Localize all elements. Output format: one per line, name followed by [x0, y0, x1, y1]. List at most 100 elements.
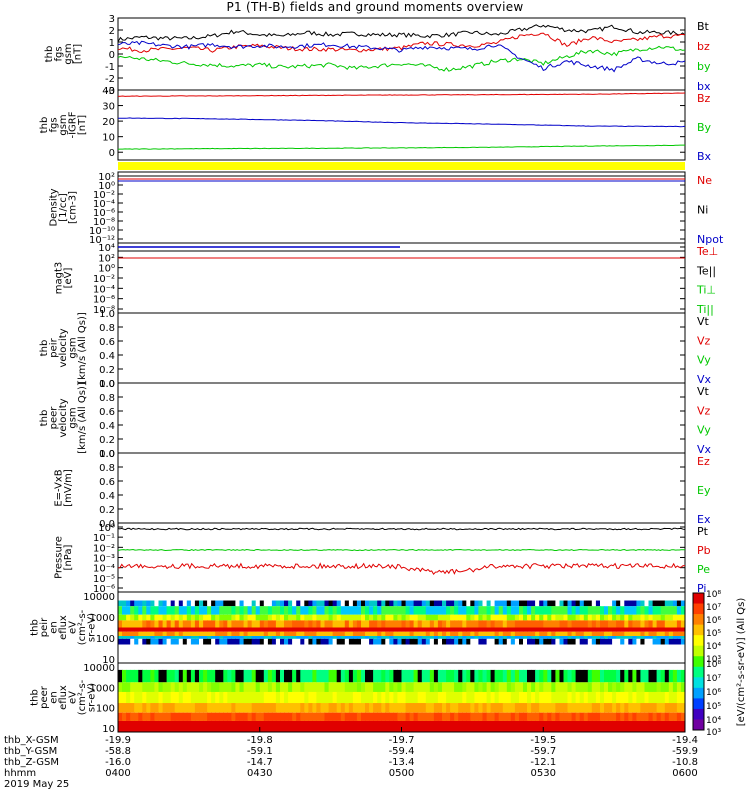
spectrogram-peer-cell [308, 712, 313, 721]
spectrogram-peer-cell [332, 691, 338, 704]
spectrogram-peir-cell [158, 644, 164, 663]
spectrogram-peir-cell [320, 638, 326, 645]
spectrogram-peir-cell [429, 600, 435, 607]
spectrogram-peir-cell [373, 636, 378, 639]
spectrogram-peir-cell [425, 592, 431, 601]
spectrogram-peir-cell [308, 620, 313, 628]
spectrogram-peir-cell [219, 620, 224, 628]
spectrogram-peir-cell [312, 592, 317, 601]
spectrogram-peer-cell [604, 720, 609, 732]
spectrogram-peir-cell [652, 606, 658, 615]
spectrogram-peir-cell [429, 638, 435, 645]
spectrogram-peir-cell [539, 638, 544, 645]
spectrogram-peir-cell [393, 627, 398, 632]
spectrogram-peir-cell [587, 600, 593, 607]
spectrogram-peir-cell [316, 638, 321, 645]
y-tick-label-efield: 0.0 [99, 519, 115, 530]
spectrogram-peir-cell [462, 627, 467, 632]
spectrogram-peir-cell [166, 600, 172, 607]
spectrogram-peir-cell [340, 600, 346, 607]
spectrogram-peir-cell [288, 620, 293, 628]
spectrogram-peir-cell [668, 644, 674, 663]
spectrogram-peir-cell [531, 620, 536, 628]
spectrogram-peer-cell [381, 712, 386, 721]
spectrogram-peir-cell [450, 636, 455, 639]
spectrogram-peir-cell [142, 606, 147, 615]
spectrogram-peir-cell [531, 600, 536, 607]
spectrogram-peir-cell [186, 606, 192, 615]
spectrogram-peir-cell [672, 592, 678, 601]
spectrogram-peer-cell [458, 663, 463, 670]
spectrogram-peir-cell [591, 636, 597, 639]
spectrogram-peer-cell [190, 663, 196, 670]
spectrogram-peir-cell [413, 636, 419, 639]
spectrogram-peir-cell [413, 631, 419, 637]
spectrogram-peer-cell [178, 720, 184, 732]
colorbar-segment [693, 698, 704, 710]
spectrogram-peer-cell [563, 663, 569, 670]
legend-temperature-Ti||: Ti|| [696, 303, 714, 316]
spectrogram-peer-cell [587, 682, 593, 692]
spectrogram-peir-cell [397, 620, 402, 628]
spectrogram-peer-cell [361, 682, 366, 692]
spectrogram-peer-cell [466, 682, 471, 692]
spectrogram-peir-cell [458, 620, 463, 628]
spectrogram-peer-cell [470, 682, 475, 692]
spectrogram-peer-cell [486, 720, 492, 732]
legend-efield-Ez: Ez [697, 455, 710, 468]
spectrogram-peer-cell [583, 682, 589, 692]
spectrogram-peir-cell [320, 614, 326, 621]
spectrogram-peer-cell [595, 669, 601, 683]
spectrogram-peir-cell [490, 636, 496, 639]
spectrogram-peir-cell [389, 600, 394, 607]
spectrogram-peer-cell [377, 691, 382, 704]
spectrogram-peir-cell [130, 592, 135, 601]
spectrogram-peir-cell [450, 600, 455, 607]
spectrogram-peir-cell [482, 614, 488, 621]
spectrogram-peir-cell [583, 636, 589, 639]
spectrogram-peir-cell [672, 636, 678, 639]
spectrogram-peir-cell [118, 620, 123, 628]
spectrogram-peer-cell [130, 691, 135, 704]
spectrogram-peir-cell [664, 614, 670, 621]
spectrogram-peir-cell [482, 644, 488, 663]
legend-peer_velocity-Vt: Vt [697, 385, 710, 398]
spectrogram-peer-cell [138, 720, 143, 732]
spectrogram-peir-cell [446, 627, 451, 632]
spectrogram-peir-cell [652, 627, 658, 632]
spectrogram-peir-cell [344, 592, 350, 601]
spectrogram-peir-cell [632, 592, 637, 601]
spectrogram-peir-cell [527, 620, 532, 628]
spectrogram-peer-cell [632, 669, 637, 683]
spectrogram-peir-cell [676, 620, 682, 628]
spectrogram-peer-cell [348, 682, 354, 692]
spectrogram-peir-cell [579, 636, 585, 639]
spectrogram-peer-cell [583, 703, 589, 713]
spectrogram-peir-cell [466, 636, 471, 639]
spectrogram-peer-cell [320, 691, 326, 704]
spectrogram-peer-cell [632, 703, 637, 713]
spectrogram-peer-cell [126, 720, 131, 732]
y-tick-label-density: 10² [98, 172, 115, 183]
y-tick-label-efield: 0.6 [99, 477, 115, 488]
spectrogram-peer-cell [280, 720, 285, 732]
spectrogram-peir-cell [174, 644, 180, 663]
spectrogram-peir-cell [247, 606, 253, 615]
spectrogram-peir-cell [421, 592, 427, 601]
spectrogram-peir-cell [478, 592, 483, 601]
spectrogram-peer-cell [150, 712, 155, 721]
spectrogram-peir-cell [142, 620, 147, 628]
spectrogram-peir-cell [227, 644, 232, 663]
spectrogram-peer-cell [644, 691, 650, 704]
spectrogram-peir-cell [166, 606, 172, 615]
spectrogram-peer-cell [275, 669, 281, 683]
spectrogram-peir-cell [356, 592, 362, 601]
spectrogram-peir-cell [555, 631, 560, 637]
spectrogram-peir-cell [340, 620, 346, 628]
spectrogram-peer-cell [259, 669, 265, 683]
spectrogram-peir-cell [628, 627, 633, 632]
spectrogram-peir-cell [138, 620, 143, 628]
spectrogram-peir-cell [166, 644, 172, 663]
spectrogram-peir-cell [523, 631, 528, 637]
spectrogram-peir-cell [486, 606, 492, 615]
